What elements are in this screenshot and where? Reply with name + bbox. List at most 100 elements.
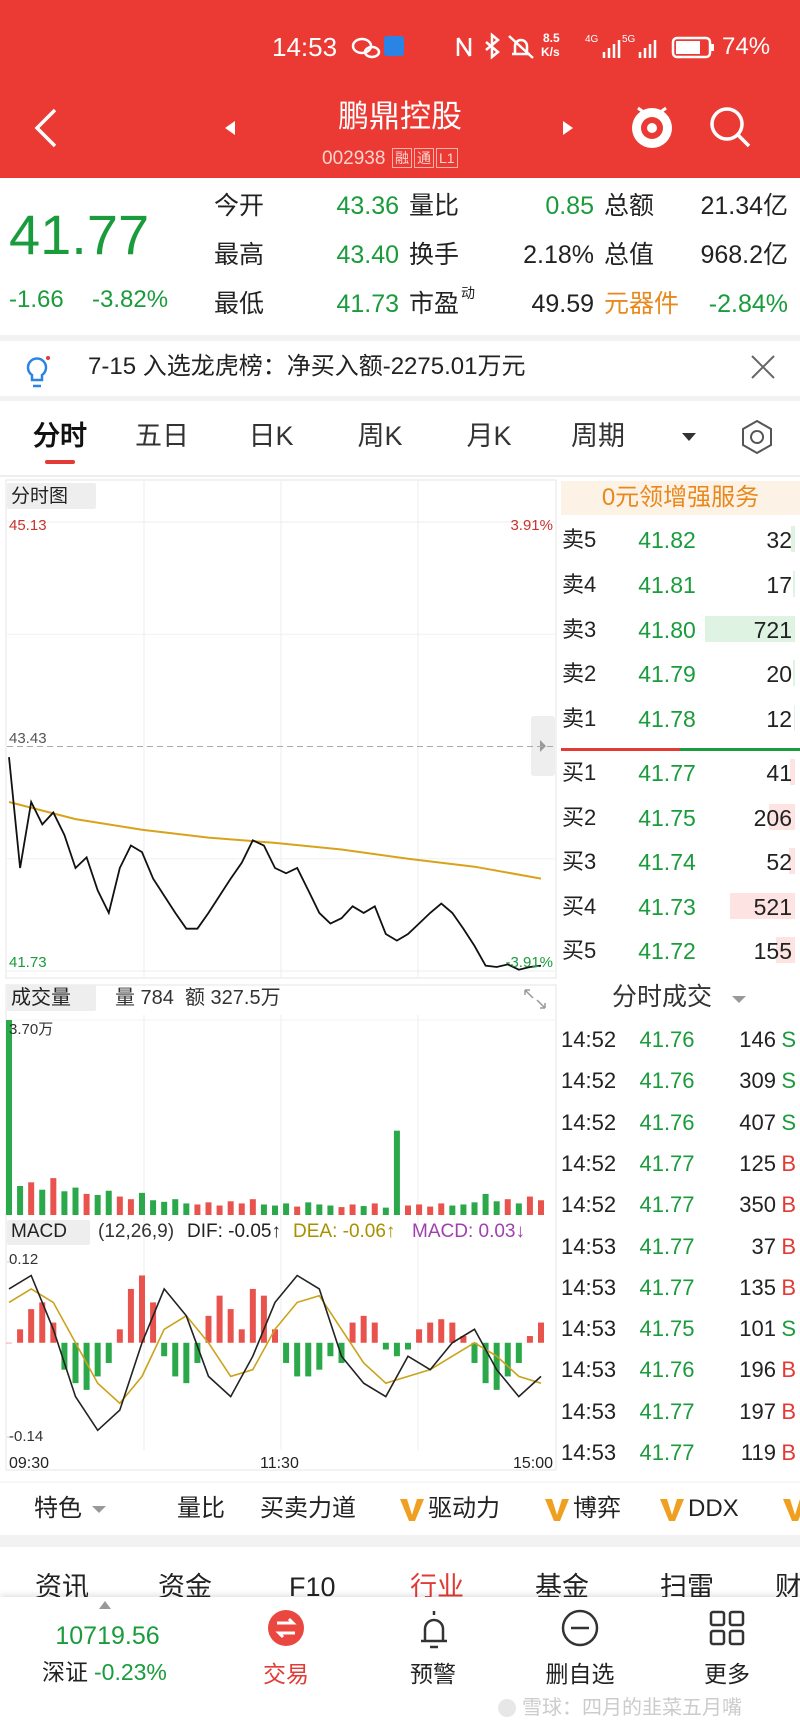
trade-side: B (781, 1274, 796, 1300)
macd-bar (449, 1322, 456, 1343)
macd-bar (150, 1302, 157, 1343)
trade-side: B (781, 1440, 796, 1465)
macd-bar (249, 1288, 256, 1343)
pct-tick-label: -3.91% (505, 954, 553, 971)
index-value[interactable]: 10719.56 (55, 1622, 160, 1650)
macd-bar (482, 1342, 489, 1384)
macd-bar (116, 1329, 123, 1343)
separator (0, 1535, 800, 1547)
macd-bar (227, 1309, 234, 1343)
tab[interactable]: 月K (466, 421, 512, 451)
notice-text[interactable]: 7-15 入选龙虎榜：净买入额-2275.01万元 (88, 353, 526, 380)
time-label: 11:30 (260, 1455, 299, 1472)
macd-bar (360, 1315, 367, 1343)
trade-price: 41.76 (639, 1357, 695, 1383)
macd-bar (327, 1342, 334, 1357)
volume-bar (116, 1196, 123, 1215)
volume-bar (538, 1200, 544, 1215)
macd-bar (471, 1342, 478, 1363)
trade-time: 14:52 (561, 1068, 617, 1094)
book-volume: 721 (753, 617, 792, 643)
volume-bar (183, 1203, 190, 1215)
toolbar-item[interactable]: 驱动力 (428, 1495, 500, 1522)
dropdown-arrow[interactable] (682, 433, 696, 441)
volume-selector[interactable] (7, 985, 96, 1011)
section-tab[interactable]: 资金 (158, 1572, 212, 1602)
trade-volume: 101 (739, 1316, 776, 1342)
volume-bar (371, 1203, 378, 1215)
expand-arrow[interactable] (99, 1601, 111, 1609)
settings-icon[interactable] (742, 419, 772, 455)
trade-time: 14:53 (561, 1357, 617, 1383)
volume-bar (294, 1206, 301, 1215)
macd-bar (94, 1342, 101, 1377)
tab[interactable]: 五日 (135, 421, 189, 451)
book-volume-bar (791, 526, 795, 552)
macd-bar (349, 1322, 356, 1343)
tab[interactable]: 日K (248, 421, 294, 451)
toolbar-item[interactable]: 买卖力道 (260, 1495, 356, 1522)
macd-bar (316, 1342, 323, 1370)
book-volume-bar (775, 937, 795, 963)
book-volume: 12 (766, 706, 792, 732)
stat-label: 总值 (604, 241, 655, 269)
stat-value: -2.84% (708, 290, 788, 318)
pct-tick-label: 3.91% (510, 517, 553, 534)
toolbar-item[interactable]: 博弈 (573, 1495, 621, 1522)
volume-bar (460, 1204, 467, 1215)
trades-title: 分时成交 (612, 983, 713, 1011)
volume-bar (427, 1206, 434, 1215)
dif-line (8, 1274, 542, 1432)
macd-bar (139, 1275, 145, 1343)
volume-bar (305, 1202, 312, 1215)
stat-value: 21.34亿 (700, 192, 788, 220)
section-tab[interactable]: 扫雷 (660, 1572, 714, 1602)
expand-icon[interactable] (524, 989, 546, 1009)
toolbar-item[interactable]: DDX (688, 1495, 739, 1522)
volume-bar (515, 1203, 522, 1215)
book-volume: 155 (753, 938, 792, 964)
book-price: 41.80 (638, 617, 696, 643)
trade-price: 41.77 (639, 1274, 695, 1300)
nav-item[interactable]: 预警 (410, 1661, 456, 1687)
book-label: 买5 (562, 938, 597, 963)
volume-bar (72, 1187, 79, 1215)
trade-side: S (781, 1109, 796, 1135)
book-price: 41.78 (638, 706, 696, 732)
tab[interactable]: 周K (357, 421, 403, 451)
section-tab[interactable]: F10 (289, 1572, 336, 1602)
nav-item[interactable]: 删自选 (545, 1661, 615, 1687)
book-label: 卖3 (562, 617, 597, 642)
tab[interactable]: 周期 (571, 421, 625, 451)
dropdown-arrow[interactable] (732, 996, 746, 1003)
section-tab[interactable]: 资讯 (35, 1572, 89, 1602)
trade-price: 41.77 (639, 1150, 695, 1176)
bottom-nav: 10719.56 深证 -0.23% 交易 预警 删自选 更多 雪球：四月的韭菜… (0, 1597, 800, 1722)
promo[interactable]: 0元领增强服务 (601, 484, 760, 511)
trade-volume: 146 (739, 1027, 776, 1052)
macd-bar (39, 1302, 46, 1343)
section-tab[interactable]: 行业 (410, 1572, 464, 1602)
book-volume: 17 (766, 572, 792, 598)
dropdown-arrow[interactable] (92, 1506, 106, 1513)
net-unit: K/s (541, 45, 560, 59)
stat-value: 0.85 (545, 192, 594, 220)
book-label: 买4 (562, 894, 597, 919)
section-tab[interactable]: 基金 (535, 1572, 589, 1602)
trade-volume: 119 (740, 1440, 776, 1465)
book-label: 买3 (562, 849, 597, 874)
nav-item[interactable]: 交易 (263, 1661, 309, 1687)
toolbar-item[interactable]: 量比 (177, 1495, 225, 1522)
nav-item[interactable]: 更多 (704, 1661, 750, 1687)
chart-selector[interactable] (7, 483, 96, 509)
book-label: 卖4 (562, 572, 597, 597)
volume-bar (272, 1205, 278, 1215)
macd-bar (272, 1329, 278, 1343)
watermark: 雪球：四月的韭菜五月嘴 (522, 1697, 742, 1719)
tab[interactable]: 分时 (33, 421, 87, 451)
section-tab[interactable]: 财 (775, 1572, 800, 1602)
indicator-selector[interactable] (7, 1220, 90, 1245)
toolbar-item[interactable]: 特色 (34, 1495, 82, 1522)
trade-side: B (781, 1398, 796, 1424)
close-icon[interactable] (751, 355, 775, 379)
